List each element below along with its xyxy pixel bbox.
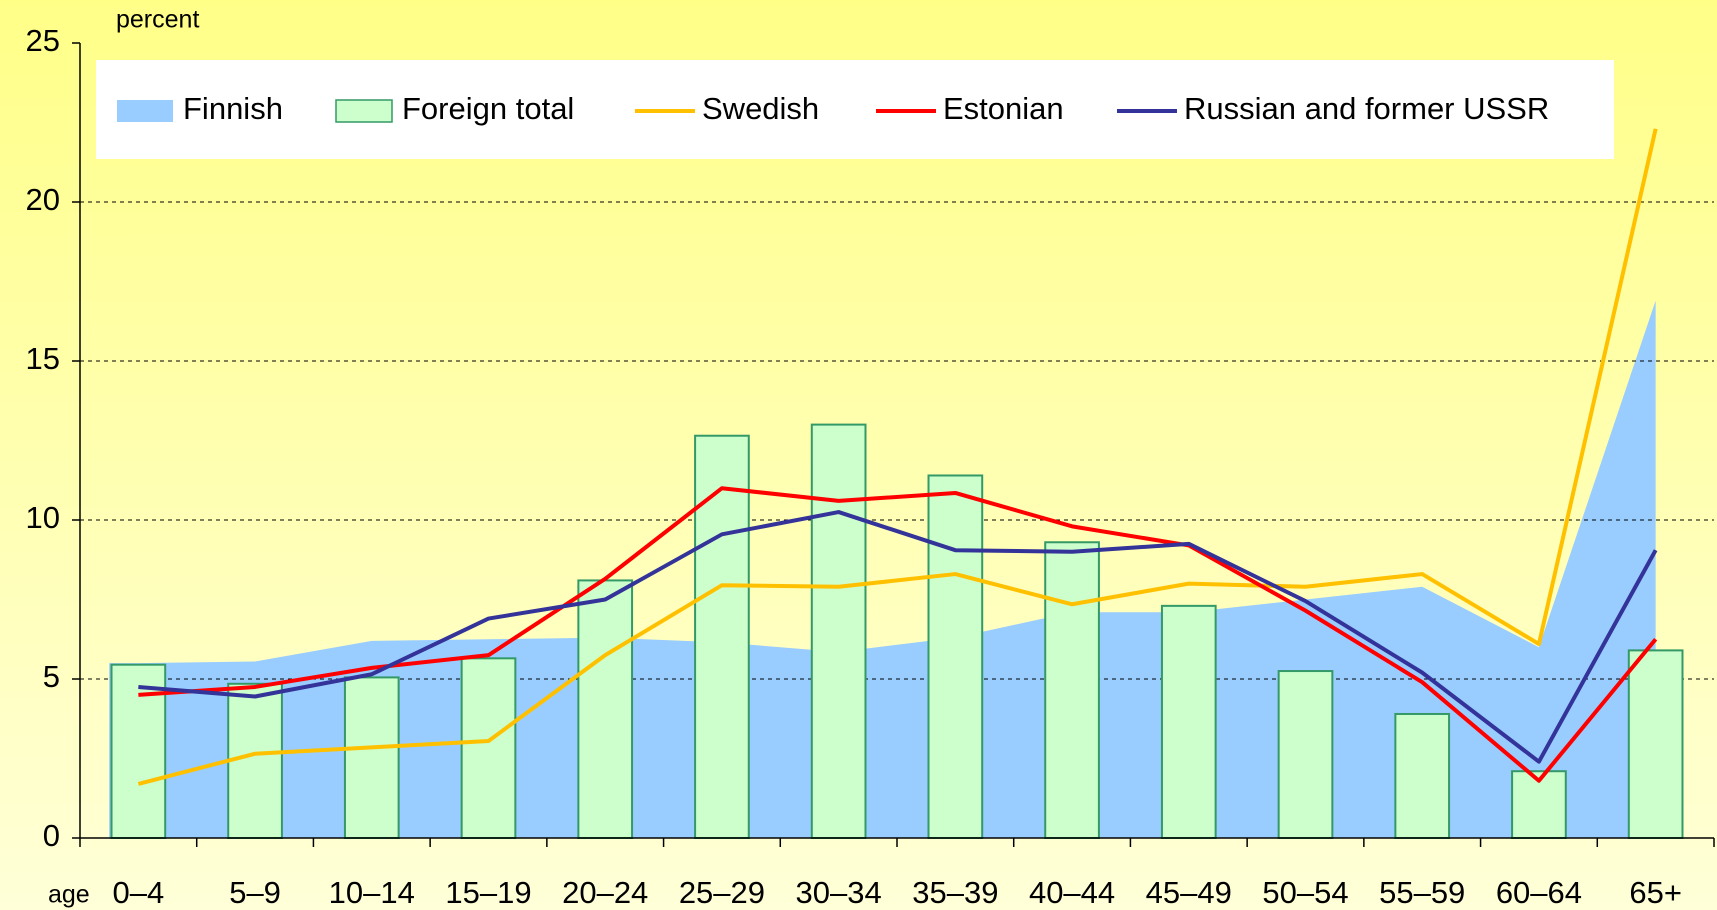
bar <box>1277 670 1334 839</box>
bar <box>577 579 634 839</box>
x-tick-label: 0–4 <box>112 875 164 910</box>
line <box>138 510 1658 764</box>
bar <box>1627 649 1684 839</box>
y-tick-label: 5 <box>43 659 60 694</box>
bar <box>1044 541 1100 839</box>
legend-label: Russian and former USSR <box>1184 91 1549 126</box>
y-tick-label: 25 <box>26 23 60 58</box>
x-tick-label: 20–24 <box>562 875 648 910</box>
y-tick-label: 10 <box>26 500 60 535</box>
bar <box>343 676 400 839</box>
x-tick-label: 25–29 <box>679 875 765 910</box>
bar <box>460 657 517 840</box>
bar <box>110 663 167 839</box>
y-tick-label: 15 <box>26 341 60 376</box>
plot: 0 5 10 15 20 25 0–4 5–9 10–14 15–19 20–24 25–29 30–3… <box>26 23 1715 910</box>
legend-label: Foreign total <box>402 91 574 126</box>
x-axis-label: age <box>48 881 90 909</box>
y-tick-label: 0 <box>43 818 60 853</box>
x-tick-label: 65+ <box>1629 875 1682 910</box>
x-tick-label: 10–14 <box>329 875 415 910</box>
x-tick-label: 55–59 <box>1379 875 1465 910</box>
bar <box>927 474 984 839</box>
legend-label: Swedish <box>702 91 819 126</box>
legend-label: Finnish <box>183 91 283 126</box>
x-tick-label: 40–44 <box>1029 875 1115 910</box>
x-tick-label: 45–49 <box>1146 875 1232 910</box>
bar <box>1394 712 1451 839</box>
line <box>137 128 1658 786</box>
y-axis-label: percent <box>116 6 199 34</box>
legend-label: Estonian <box>943 91 1064 126</box>
x-tick-label: 60–64 <box>1496 875 1582 910</box>
legend-swatch <box>335 99 393 123</box>
bar <box>694 434 750 839</box>
x-tick-label: 15–19 <box>445 875 531 910</box>
x-tick-label: 35–39 <box>912 875 998 910</box>
y-tick-label: 20 <box>26 182 60 217</box>
x-tick-label: 30–34 <box>796 875 882 910</box>
legend-swatch <box>117 100 173 122</box>
x-tick-label: 50–54 <box>1262 875 1348 910</box>
x-tick-label: 5–9 <box>229 875 281 910</box>
bar <box>227 682 283 840</box>
bar <box>810 423 867 839</box>
bar <box>1160 604 1217 839</box>
